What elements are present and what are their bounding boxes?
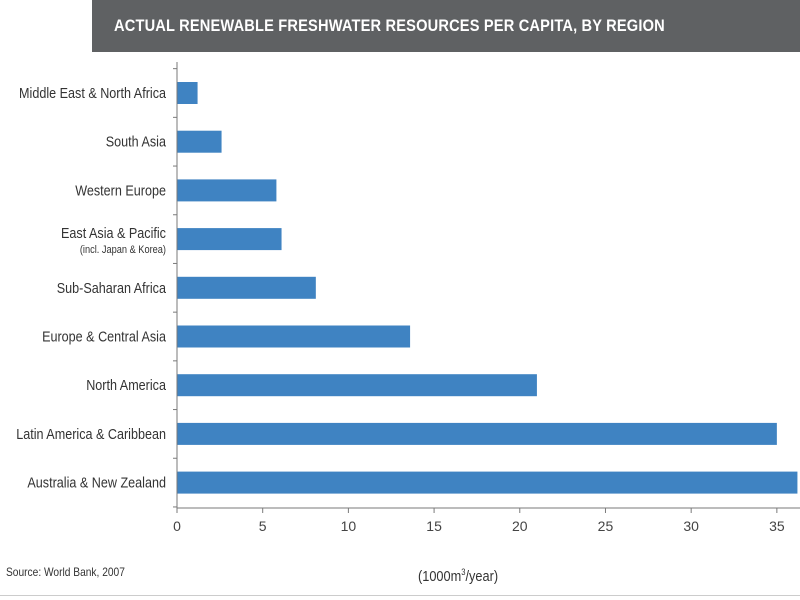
bar	[177, 130, 222, 153]
x-tick-label: 30	[683, 518, 699, 534]
x-tick-label: 25	[598, 518, 614, 534]
chart-title: ACTUAL RENEWABLE FRESHWATER RESOURCES PE…	[114, 16, 665, 35]
title-bar: ACTUAL RENEWABLE FRESHWATER RESOURCES PE…	[92, 0, 800, 52]
bars-layer	[177, 82, 798, 494]
category-labels: Middle East & North Africa South Asia West…	[16, 84, 166, 491]
category-sublabel: (incl. Japan & Korea)	[80, 244, 166, 256]
x-tick-label: 35	[769, 518, 785, 534]
source-note: Source: World Bank, 2007	[6, 565, 125, 579]
category-label: Latin America & Caribbean	[16, 425, 166, 442]
x-tick-labels: 0 5 10 15 20 25 30 35	[173, 518, 785, 534]
bar	[177, 82, 198, 104]
bar	[177, 276, 316, 299]
x-axis-unit-label: (1000m3/year)	[418, 567, 498, 585]
x-tick-label: 0	[173, 518, 181, 534]
unit-prefix: (1000m	[418, 568, 462, 585]
unit-superscript: 3	[461, 567, 466, 577]
unit-suffix: /year)	[465, 568, 499, 585]
bar	[177, 422, 777, 445]
bar	[177, 325, 411, 348]
x-tick-label: 15	[426, 518, 442, 534]
category-label: East Asia & Pacific	[61, 224, 166, 241]
x-tick-label: 5	[259, 518, 267, 534]
x-tick-label: 10	[341, 518, 357, 534]
bar-chart: Middle East & North Africa South Asia West…	[16, 62, 800, 534]
bottom-divider	[0, 595, 800, 596]
category-label: Middle East & North Africa	[19, 84, 166, 101]
bar	[177, 228, 282, 251]
bar	[177, 374, 537, 397]
category-label: Sub-Saharan Africa	[57, 279, 166, 296]
bar	[177, 471, 798, 494]
axis-layer	[173, 62, 800, 513]
x-tick-label: 20	[512, 518, 528, 534]
category-label: South Asia	[106, 133, 166, 150]
bar	[177, 179, 277, 202]
category-label: North America	[86, 376, 166, 393]
category-label: Western Europe	[75, 181, 166, 198]
category-label: Europe & Central Asia	[42, 327, 166, 344]
category-label: Australia & New Zealand	[27, 474, 166, 491]
